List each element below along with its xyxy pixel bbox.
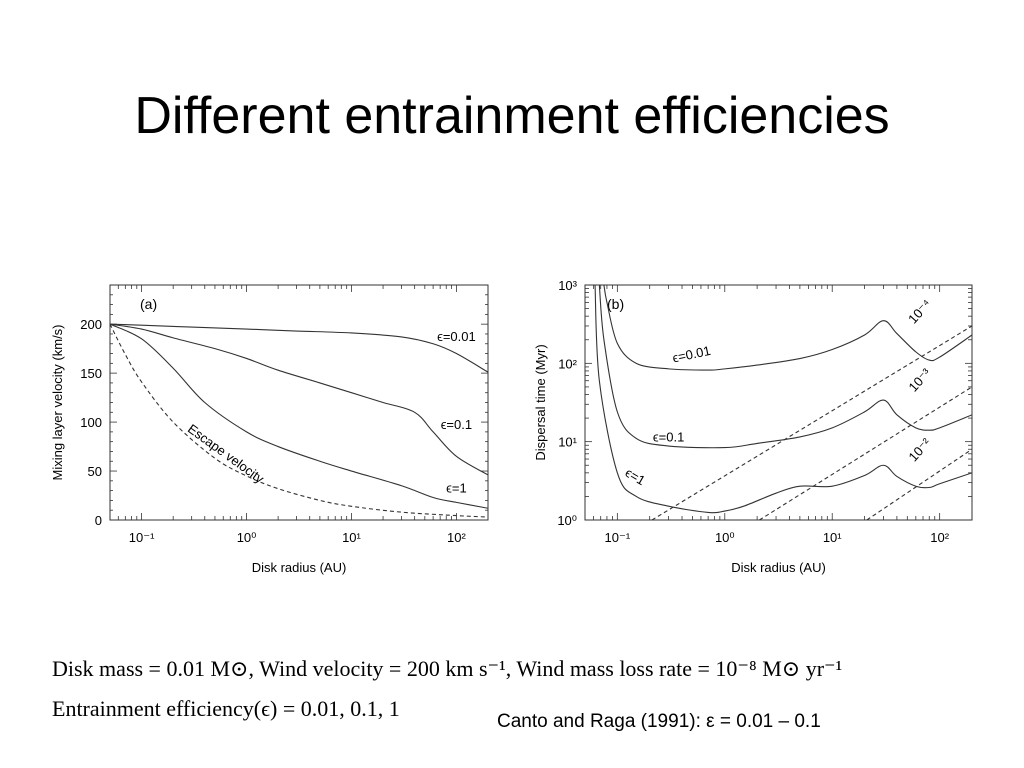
model-parameters-line: Disk mass = 0.01 M⊙, Wind velocity = 200… [52, 656, 843, 681]
series-annotation-10: 10⁻² [906, 435, 935, 465]
entrainment-efficiency-line: Entrainment efficiency(ϵ) = 0.01, 0.1, 1 [52, 696, 400, 721]
series-annotation-1: ϵ=1 [446, 481, 467, 496]
series-annotation-0-01: ϵ=0.01 [437, 329, 476, 344]
x-tick-label: 10⁰ [237, 530, 257, 545]
y-tick-label: 10³ [558, 278, 577, 293]
series-line-10 [759, 386, 972, 520]
series-group [110, 323, 488, 518]
series-line-0-01 [603, 285, 972, 371]
series-annotation-10: 10⁻³ [906, 365, 935, 395]
series-line-1 [594, 285, 972, 514]
x-tick-label: 10¹ [342, 530, 361, 545]
series-annotation-0-1: ϵ=0.1 [653, 430, 684, 445]
series-group [594, 285, 972, 520]
panel-label: (a) [140, 296, 157, 312]
x-tick-label: 10¹ [823, 530, 842, 545]
series-annotation-0-01: ϵ=0.01 [671, 343, 712, 366]
series-line-0-1 [110, 323, 488, 476]
series-line-1 [110, 323, 488, 509]
chart-panel-a: 10⁻¹ 10⁰ 10¹ 10² 0 50 100 150 200 Disk radius (AU… [50, 284, 489, 575]
series-line-10 [866, 448, 972, 520]
y-tick-label: 10⁰ [557, 513, 577, 528]
y-axis-label: Dispersal time (Myr) [533, 344, 548, 460]
x-tick-label: 10² [930, 530, 949, 545]
y-tick-label: 10¹ [558, 435, 577, 450]
y-tick-label: 10² [558, 356, 577, 371]
y-tick-label: 0 [95, 513, 102, 528]
slide-title: Different entrainment efficiencies [134, 87, 890, 145]
y-tick-label: 200 [80, 317, 102, 332]
chart-panel-b: 10⁻¹ 10⁰ 10¹ 10² 10⁰ 10¹ 10² 10³ Disk radius (AU… [533, 278, 973, 575]
series-line-escape-velocity [110, 323, 488, 518]
x-tick-label: 10⁰ [715, 530, 735, 545]
y-tick-label: 150 [80, 366, 102, 381]
series-annotation-escape-velocity: Escape velocity [185, 421, 267, 487]
panel-label: (b) [607, 296, 624, 312]
series-annotation-0-1: ϵ=0.1 [441, 417, 472, 432]
x-tick-label: 10⁻¹ [129, 530, 155, 545]
series-annotation-1: ϵ=1 [623, 465, 648, 488]
series-line-10 [651, 325, 972, 520]
citation-text: Canto and Raga (1991): ε = 0.01 – 0.1 [497, 711, 821, 732]
series-line-0-1 [598, 285, 972, 449]
y-axis-label: Mixing layer velocity (km/s) [50, 324, 65, 480]
x-tick-label: 10⁻¹ [605, 530, 631, 545]
series-annotation-10: 10⁻⁴ [905, 296, 934, 326]
series-line-0-01 [110, 323, 488, 373]
y-tick-label: 50 [88, 464, 102, 479]
y-tick-label: 100 [80, 415, 102, 430]
x-axis-label: Disk radius (AU) [252, 560, 347, 575]
x-axis-label: Disk radius (AU) [731, 560, 826, 575]
plot-frame [109, 284, 489, 521]
plot-frame [584, 284, 973, 521]
x-tick-label: 10² [447, 530, 466, 545]
